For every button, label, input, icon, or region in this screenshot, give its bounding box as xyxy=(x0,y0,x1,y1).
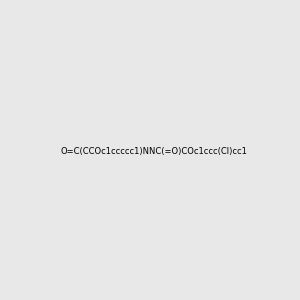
Text: O=C(CCOc1ccccc1)NNC(=O)COc1ccc(Cl)cc1: O=C(CCOc1ccccc1)NNC(=O)COc1ccc(Cl)cc1 xyxy=(60,147,247,156)
